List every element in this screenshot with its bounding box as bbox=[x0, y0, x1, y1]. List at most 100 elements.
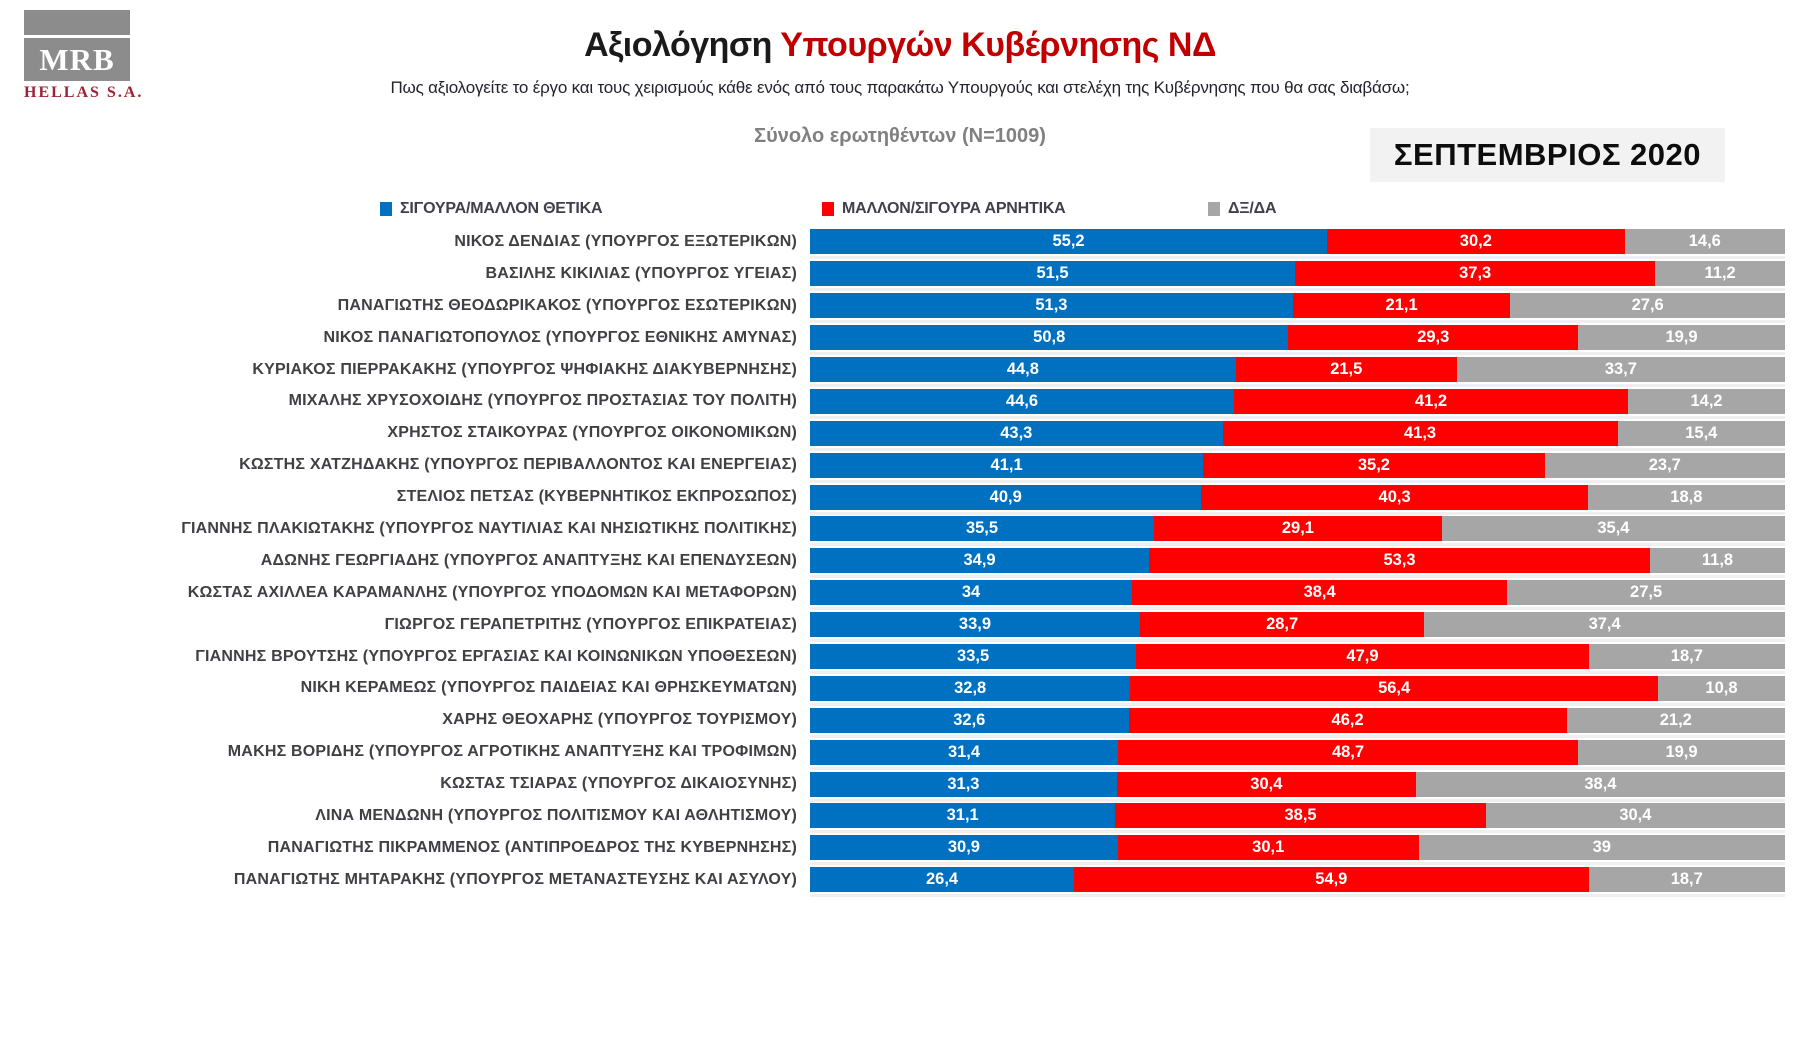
bar-value: 31,1 bbox=[946, 806, 979, 825]
bar-segment-positive: 30,9 bbox=[810, 835, 1118, 861]
mrb-logo: MRB HELLAS S.A. bbox=[24, 10, 144, 102]
row-label: ΝΙΚΟΣ ΠΑΝΑΓΙΩΤΟΠΟΥΛΟΣ (ΥΠΟΥΡΓΟΣ ΕΘΝΙΚΗΣ … bbox=[323, 328, 797, 346]
bar-value: 38,5 bbox=[1284, 806, 1317, 825]
row-label: ΓΙΩΡΓΟΣ ΓΕΡΑΠΕΤΡΙΤΗΣ (ΥΠΟΥΡΓΟΣ ΕΠΙΚΡΑΤΕΙ… bbox=[384, 615, 797, 633]
row-track: 55,2 30,2 14,6 bbox=[810, 229, 1785, 260]
period-badge: ΣΕΠΤΕΜΒΡΙΟΣ 2020 bbox=[1369, 128, 1725, 182]
bar-value: 33,9 bbox=[958, 615, 992, 634]
legend-label-negative: ΜΑΛΛΟΝ/ΣΙΓΟΥΡΑ ΑΡΝΗΤΙΚΑ bbox=[842, 200, 1066, 217]
bar-value: 30,4 bbox=[1619, 806, 1652, 825]
bar-value: 34 bbox=[961, 583, 981, 602]
legend-item-negative: ΜΑΛΛΟΝ/ΣΙΓΟΥΡΑ ΑΡΝΗΤΙΚΑ bbox=[822, 197, 1066, 221]
bar-segment-positive: 31,1 bbox=[810, 803, 1116, 829]
bar-segment-negative: 35,2 bbox=[1203, 452, 1545, 478]
bar-segment-dk: 39 bbox=[1418, 835, 1785, 861]
bar-value: 46,2 bbox=[1331, 710, 1364, 729]
chart-row: ΚΩΣΤΑΣ ΑΧΙΛΛΕΑ ΚΑΡΑΜΑΝΛΗΣ (ΥΠΟΥΡΓΟΣ ΥΠΟΔ… bbox=[0, 577, 1785, 611]
bar-segment-dk: 14,6 bbox=[1624, 229, 1785, 255]
bar-segment-dk: 23,7 bbox=[1544, 452, 1785, 478]
bar-value: 54,9 bbox=[1315, 870, 1348, 889]
row-track: 35,5 29,1 35,4 bbox=[810, 516, 1785, 547]
mrb-logo-text: MRB bbox=[39, 41, 115, 77]
page-title: Αξιολόγηση Υπουργών Κυβέρνησης ΝΔ bbox=[0, 26, 1800, 65]
bar-value: 28,7 bbox=[1266, 615, 1299, 634]
bar-segment-positive: 43,3 bbox=[810, 420, 1223, 446]
survey-question: Πως αξιολογείτε το έργο και τους χειρισμ… bbox=[390, 78, 1410, 97]
bar-value: 43,3 bbox=[1000, 423, 1033, 442]
bar-value: 30,1 bbox=[1252, 838, 1285, 857]
bar-value: 18,7 bbox=[1670, 870, 1703, 889]
bar-segment-dk: 18,7 bbox=[1588, 644, 1785, 670]
stacked-bar-chart: ΝΙΚΟΣ ΔΕΝΔΙΑΣ (ΥΠΟΥΡΓΟΣ ΕΞΩΤΕΡΙΚΩΝ) 55,2… bbox=[0, 226, 1786, 898]
bar-segment-negative: 21,5 bbox=[1235, 357, 1457, 382]
bar-value: 33,5 bbox=[957, 647, 990, 666]
title-part-red: Υπουργών Κυβέρνησης ΝΔ bbox=[780, 26, 1216, 64]
bar-segment-dk: 18,8 bbox=[1587, 484, 1785, 510]
bar-value: 32,6 bbox=[953, 710, 986, 729]
bar-value: 48,7 bbox=[1331, 742, 1365, 761]
bar-segment-positive: 26,4 bbox=[810, 867, 1075, 893]
row-label: ΠΑΝΑΓΙΩΤΗΣ ΠΙΚΡΑΜΜΕΝΟΣ (ΑΝΤΙΠΡΟΕΔΡΟΣ ΤΗΣ… bbox=[267, 838, 797, 856]
bar-value: 41,3 bbox=[1404, 423, 1437, 442]
bar-value: 21,5 bbox=[1330, 360, 1363, 378]
bar-segment-dk: 33,7 bbox=[1456, 357, 1785, 382]
bar-segment-positive: 44,6 bbox=[810, 388, 1234, 414]
legend-marker-positive-icon bbox=[380, 202, 392, 216]
row-label: ΑΔΩΝΗΣ ΓΕΩΡΓΙΑΔΗΣ (ΥΠΟΥΡΓΟΣ ΑΝΑΠΤΥΞΗΣ ΚΑ… bbox=[260, 551, 797, 569]
row-track: 31,1 38,5 30,4 bbox=[810, 803, 1785, 834]
bar-value: 40,3 bbox=[1378, 487, 1411, 506]
row-label: ΧΑΡΗΣ ΘΕΟΧΑΡΗΣ (ΥΠΟΥΡΓΟΣ ΤΟΥΡΙΣΜΟΥ) bbox=[442, 711, 797, 729]
chart-row: ΣΤΕΛΙΟΣ ΠΕΤΣΑΣ (ΚΥΒΕΡΝΗΤΙΚΟΣ ΕΚΠΡΟΣΩΠΟΣ)… bbox=[0, 481, 1785, 515]
bar-segment-positive: 34 bbox=[810, 580, 1133, 606]
bar-segment-positive: 31,3 bbox=[810, 771, 1117, 797]
bar-segment-negative: 41,3 bbox=[1222, 420, 1618, 446]
bar-segment-negative: 48,7 bbox=[1118, 739, 1579, 765]
bar-segment-positive: 41,1 bbox=[810, 452, 1204, 478]
bar-segment-negative: 47,9 bbox=[1136, 644, 1589, 670]
row-label: ΚΥΡΙΑΚΟΣ ΠΙΕΡΡΑΚΑΚΗΣ (ΥΠΟΥΡΓΟΣ ΨΗΦΙΑΚΗΣ … bbox=[252, 360, 797, 378]
bar-value: 44,8 bbox=[1006, 360, 1039, 378]
mrb-logo-bar bbox=[24, 10, 130, 35]
legend-item-positive: ΣΙΓΟΥΡΑ/ΜΑΛΛΟΝ ΘΕΤΙΚΑ bbox=[380, 197, 603, 221]
bar-segment-dk: 27,5 bbox=[1507, 580, 1785, 606]
chart-row: ΝΙΚΟΣ ΔΕΝΔΙΑΣ (ΥΠΟΥΡΓΟΣ ΕΞΩΤΕΡΙΚΩΝ) 55,2… bbox=[0, 226, 1785, 260]
bar-value: 15,4 bbox=[1685, 423, 1718, 442]
legend: ΣΙΓΟΥΡΑ/ΜΑΛΛΟΝ ΘΕΤΙΚΑ ΜΑΛΛΟΝ/ΣΙΓΟΥΡΑ ΑΡΝ… bbox=[0, 197, 1800, 221]
bar-value: 53,3 bbox=[1383, 551, 1416, 570]
bar-value: 44,6 bbox=[1005, 391, 1039, 410]
row-track: 40,9 40,3 18,8 bbox=[810, 484, 1785, 515]
bar-segment-negative: 40,3 bbox=[1201, 484, 1588, 510]
bar-value: 30,2 bbox=[1459, 232, 1492, 251]
bar-value: 37,3 bbox=[1459, 264, 1492, 283]
bar-segment-negative: 41,2 bbox=[1233, 388, 1629, 414]
bar-value: 11,8 bbox=[1701, 551, 1734, 570]
bar-segment-positive: 40,9 bbox=[810, 484, 1202, 510]
row-track: 44,8 21,5 33,7 bbox=[810, 357, 1785, 387]
row-label: ΚΩΣΤΑΣ ΤΣΙΑΡΑΣ (ΥΠΟΥΡΓΟΣ ΔΙΚΑΙΟΣΥΝΗΣ) bbox=[440, 775, 797, 793]
bar-value: 27,6 bbox=[1631, 296, 1664, 315]
bar-segment-dk: 10,8 bbox=[1657, 675, 1785, 701]
row-label: ΓΙΑΝΝΗΣ ΒΡΟΥΤΣΗΣ (ΥΠΟΥΡΓΟΣ ΕΡΓΑΣΙΑΣ ΚΑΙ … bbox=[195, 647, 797, 665]
bar-value: 23,7 bbox=[1648, 455, 1681, 474]
row-track: 31,4 48,7 19,9 bbox=[810, 739, 1785, 770]
row-label: ΧΡΗΣΤΟΣ ΣΤΑΙΚΟΥΡΑΣ (ΥΠΟΥΡΓΟΣ ΟΙΚΟΝΟΜΙΚΩΝ… bbox=[387, 424, 797, 442]
bar-segment-positive: 32,8 bbox=[810, 675, 1131, 701]
legend-label-positive: ΣΙΓΟΥΡΑ/ΜΑΛΛΟΝ ΘΕΤΙΚΑ bbox=[400, 200, 603, 217]
bar-segment-positive: 51,3 bbox=[810, 293, 1293, 319]
bar-value: 39 bbox=[1592, 838, 1611, 857]
row-track: 33,9 28,7 37,4 bbox=[810, 612, 1786, 643]
bar-segment-dk: 19,9 bbox=[1578, 325, 1785, 351]
bar-segment-negative: 28,7 bbox=[1139, 612, 1425, 638]
chart-row: ΠΑΝΑΓΙΩΤΗΣ ΘΕΟΔΩΡΙΚΑΚΟΣ (ΥΠΟΥΡΓΟΣ ΕΣΩΤΕΡ… bbox=[0, 290, 1785, 324]
bar-value: 14,6 bbox=[1688, 232, 1721, 251]
bar-value: 51,3 bbox=[1035, 296, 1068, 315]
chart-row: ΒΑΣΙΛΗΣ ΚΙΚΙΛΙΑΣ (ΥΠΟΥΡΓΟΣ ΥΓΕΙΑΣ) 51,5 3… bbox=[0, 258, 1785, 292]
bar-segment-positive: 50,8 bbox=[810, 325, 1289, 351]
chart-row: ΝΙΚΗ ΚΕΡΑΜΕΩΣ (ΥΠΟΥΡΓΟΣ ΠΑΙΔΕΙΑΣ ΚΑΙ ΘΡΗ… bbox=[0, 672, 1785, 706]
bar-value: 55,2 bbox=[1052, 232, 1085, 251]
bar-value: 41,1 bbox=[990, 455, 1023, 474]
bar-value: 41,2 bbox=[1414, 391, 1448, 410]
bar-value: 35,4 bbox=[1597, 519, 1630, 538]
chart-row: ΓΙΑΝΝΗΣ ΒΡΟΥΤΣΗΣ (ΥΠΟΥΡΓΟΣ ΕΡΓΑΣΙΑΣ ΚΑΙ … bbox=[0, 641, 1785, 675]
legend-marker-negative-icon bbox=[822, 202, 834, 216]
